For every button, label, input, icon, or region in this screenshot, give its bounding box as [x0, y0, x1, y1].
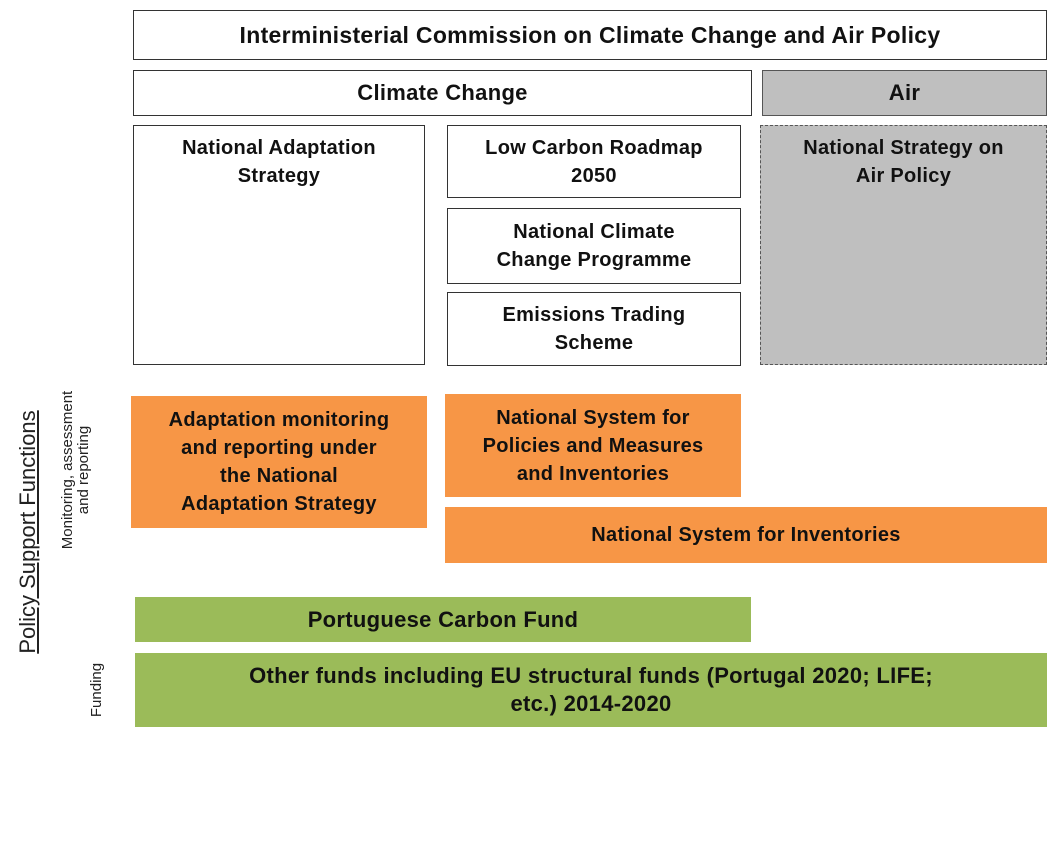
text-line: Air Policy — [855, 165, 952, 187]
text-line: 2050 — [571, 164, 617, 187]
text-line: the National — [219, 465, 339, 487]
text-line: Adaptation Strategy — [181, 493, 377, 515]
text-line: Monitoring, assessment — [58, 390, 76, 550]
text-line: and reporting under — [181, 437, 377, 459]
text-line: National Adaptation — [182, 137, 376, 159]
monitoring-box: National System for Policies and Measures… — [445, 394, 741, 497]
text-line: National System for — [496, 406, 690, 429]
policy-box: National Climate Change Programme — [447, 208, 741, 284]
policy-box: Emissions Trading Scheme — [447, 292, 741, 366]
domain-box: Air — [762, 70, 1047, 116]
text-line: National Climate — [513, 221, 675, 243]
title-box: Interministerial Commission on Climate C… — [133, 10, 1047, 60]
side-label: Policy Support Functions — [8, 372, 48, 692]
policy-box: National Strategy on Air Policy — [760, 125, 1047, 365]
domain-box: Climate Change — [133, 70, 752, 116]
text-line: and Inventories — [516, 462, 670, 485]
text-line: Air — [888, 80, 921, 105]
text-line: National Strategy on — [803, 137, 1004, 159]
text-line: Change Programme — [496, 249, 692, 271]
text-line: Adaptation monitoring — [168, 409, 390, 431]
monitoring-box: Adaptation monitoring and reporting under… — [131, 396, 427, 528]
funding-box: Other funds including EU structural fund… — [135, 653, 1047, 727]
text-line: Strategy — [237, 165, 321, 187]
text-line: etc.) 2014-2020 — [510, 691, 672, 716]
text-line: Interministerial Commission on Climate C… — [239, 22, 941, 48]
page: Interministerial Commission on Climate C… — [8, 10, 1047, 727]
text-line: Policies and Measures — [482, 434, 704, 457]
text-line: Funding — [87, 662, 105, 718]
text-line: Policy Support Functions — [14, 410, 40, 654]
text-line: Emissions Trading — [502, 304, 686, 326]
text-line: Low Carbon Roadmap — [485, 136, 703, 159]
policy-box: Low Carbon Roadmap 2050 — [447, 125, 741, 198]
text-line: National System for Inventories — [591, 524, 901, 546]
text-line: Scheme — [554, 332, 634, 354]
text-line: Climate Change — [357, 80, 528, 105]
monitoring-box: National System for Inventories — [445, 507, 1047, 563]
policy-box: National Adaptation Strategy — [133, 125, 425, 365]
text-line: Other funds including EU structural fund… — [249, 663, 933, 688]
funding-box: Portuguese Carbon Fund — [135, 597, 751, 642]
side-label: Funding — [77, 530, 117, 850]
text-line: Portuguese Carbon Fund — [307, 606, 579, 632]
